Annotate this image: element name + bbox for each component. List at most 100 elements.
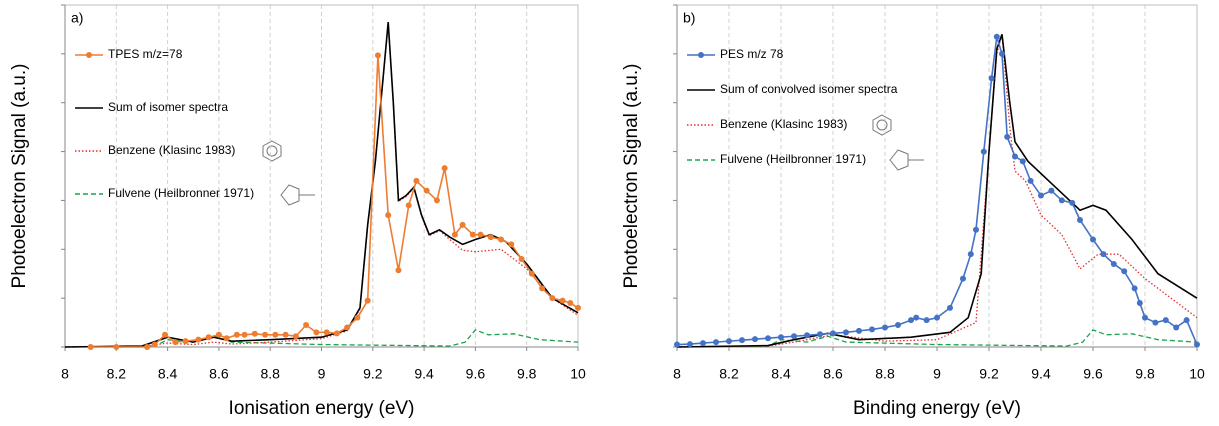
data-point: [151, 341, 158, 348]
legend-label: PES m/z 78: [720, 47, 784, 61]
data-point: [195, 336, 202, 343]
data-point: [1019, 158, 1026, 165]
legend-marker: [86, 52, 92, 58]
fulvene-icon: [889, 149, 924, 171]
series-line: [676, 34, 1198, 348]
data-point: [1136, 300, 1143, 307]
data-point: [973, 226, 979, 233]
data-point: [739, 337, 745, 344]
x-tick-label: 8: [673, 366, 681, 382]
data-point: [908, 317, 914, 324]
x-axis-title: Binding energy (eV): [853, 398, 1021, 419]
data-point: [1038, 192, 1044, 199]
data-point: [303, 322, 310, 329]
data-point: [913, 314, 920, 321]
data-point: [459, 221, 466, 228]
x-tick-label: 9.6: [1083, 366, 1103, 382]
data-point: [182, 338, 189, 345]
data-point: [559, 297, 566, 304]
data-point: [778, 334, 784, 341]
data-point: [87, 344, 94, 350]
data-point: [1048, 187, 1055, 194]
data-point: [251, 330, 258, 337]
data-point: [364, 297, 371, 304]
data-point: [575, 304, 581, 311]
data-point: [451, 231, 458, 238]
data-point: [423, 187, 430, 194]
data-point: [1121, 268, 1128, 275]
data-point: [1100, 251, 1107, 258]
data-point: [1131, 285, 1138, 292]
x-tick-label: 8.6: [823, 366, 843, 382]
panel-label: a): [71, 10, 83, 26]
data-point: [856, 327, 862, 334]
data-point: [539, 285, 546, 292]
data-point: [1004, 133, 1011, 140]
x-axis-title: Ionisation energy (eV): [229, 398, 415, 419]
data-point: [567, 300, 574, 307]
data-point: [1152, 319, 1159, 326]
x-tick-label: 10: [570, 366, 586, 382]
data-point: [752, 336, 758, 343]
data-point: [441, 165, 448, 172]
data-point: [1194, 341, 1200, 348]
data-point: [687, 341, 693, 348]
data-point: [354, 314, 361, 321]
data-point: [282, 331, 289, 338]
data-point: [241, 331, 248, 338]
data-point: [405, 202, 412, 209]
x-tick-label: 9.4: [1031, 366, 1051, 382]
data-point: [323, 329, 330, 336]
x-tick-label: 8.4: [771, 366, 791, 382]
x-tick-label: 9: [318, 366, 326, 382]
x-tick-label: 9.2: [979, 366, 999, 382]
x-tick-label: 9.8: [1135, 366, 1155, 382]
x-tick-label: 8.2: [719, 366, 739, 382]
legend-label: Benzene (Klasinc 1983): [720, 117, 847, 131]
data-point: [374, 52, 381, 59]
x-tick-label: 9.8: [517, 366, 537, 382]
data-point: [1027, 177, 1034, 184]
data-point: [262, 331, 269, 338]
benzene-icon: [262, 140, 282, 162]
series-line: [90, 55, 579, 348]
y-axis-title: Photoelectron Signal (a.u.): [9, 64, 30, 289]
data-point: [477, 231, 484, 238]
x-tick-label: 10: [1189, 366, 1205, 382]
x-tick-label: 9.2: [363, 366, 383, 382]
data-point: [804, 332, 810, 339]
data-point: [172, 339, 179, 346]
x-tick-label: 8.8: [260, 366, 280, 382]
data-point: [765, 335, 771, 342]
fulvene-icon: [280, 184, 315, 206]
data-point: [817, 331, 823, 338]
data-point: [967, 251, 974, 258]
data-point: [830, 330, 836, 337]
data-point: [469, 231, 476, 238]
data-point: [1173, 324, 1180, 331]
x-tick-label: 9.6: [466, 366, 486, 382]
data-point: [999, 50, 1005, 57]
data-point: [1077, 216, 1083, 223]
x-tick-label: 8: [61, 366, 69, 382]
data-point: [988, 75, 995, 82]
data-point: [1183, 317, 1190, 324]
data-point: [508, 241, 515, 248]
data-point: [1162, 317, 1169, 324]
data-point: [947, 304, 953, 311]
data-point: [215, 331, 222, 338]
data-point: [272, 331, 279, 338]
data-point: [205, 334, 212, 341]
data-point: [1069, 199, 1076, 206]
legend-marker: [698, 52, 704, 58]
data-point: [162, 331, 169, 338]
data-point: [233, 331, 240, 338]
data-point: [413, 177, 420, 184]
data-point: [713, 339, 719, 346]
data-point: [1058, 197, 1065, 204]
legend-label: Sum of convolved isomer spectra: [720, 82, 898, 96]
y-axis-title: Photoelectron Signal (a.u.): [621, 64, 642, 289]
series-line: [676, 34, 1198, 348]
